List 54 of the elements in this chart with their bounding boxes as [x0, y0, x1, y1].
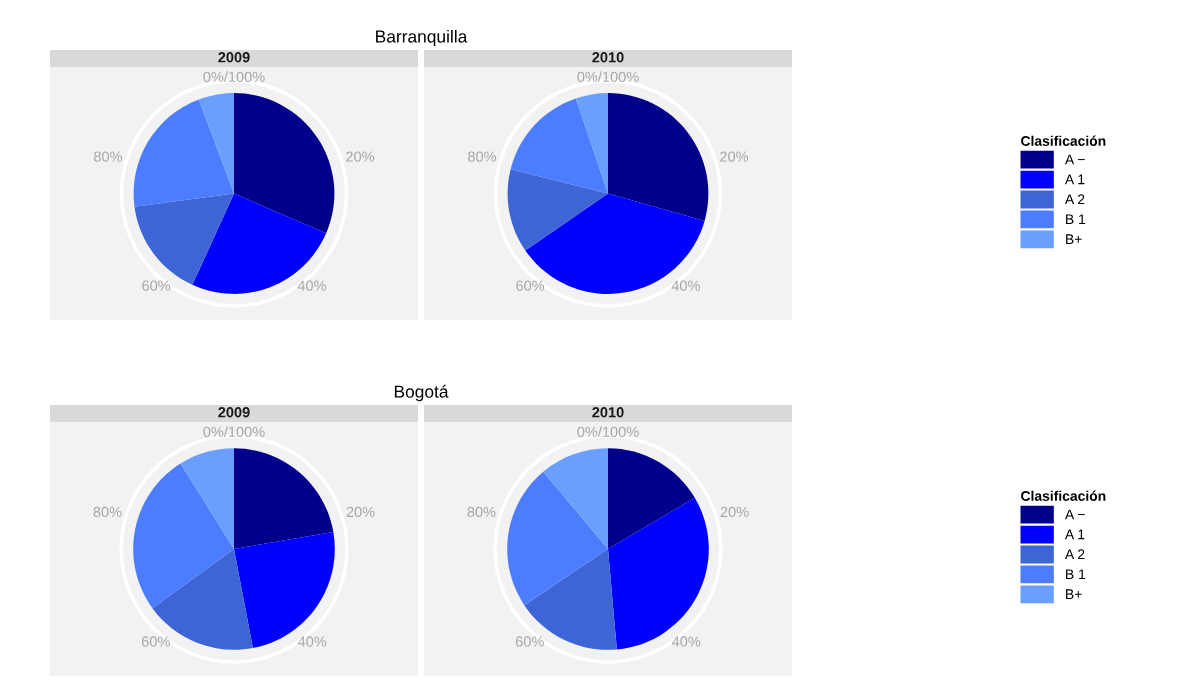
text: 20% — [346, 506, 375, 518]
text: 20% — [720, 151, 749, 162]
text: 0%/100% — [203, 71, 265, 82]
text: Bogotá — [394, 384, 449, 402]
text: 0%/100% — [577, 71, 639, 82]
text: 0%/100% — [577, 426, 639, 437]
pie-slice — [133, 99, 234, 207]
pie-slice — [608, 497, 709, 650]
legend-label: B 1 — [1066, 214, 1086, 224]
pie-slice — [510, 98, 608, 194]
pie-slice — [575, 93, 608, 194]
pie-slice — [192, 193, 327, 294]
legend-label: B 1 — [1066, 569, 1086, 579]
pie-slice — [234, 531, 335, 649]
pie-slice — [543, 448, 608, 549]
legend-label: B+ — [1066, 234, 1082, 244]
text: 40% — [297, 280, 326, 291]
pie-slice — [180, 448, 234, 549]
text: 60% — [515, 636, 544, 647]
pie-slice — [608, 448, 695, 549]
text: 20% — [346, 151, 375, 162]
text: 60% — [142, 280, 171, 291]
pie-slice — [198, 93, 234, 194]
text: 80% — [94, 151, 123, 162]
text: Barranquilla — [376, 29, 468, 47]
text: 80% — [467, 506, 496, 518]
legend-label: A 2 — [1064, 194, 1085, 205]
legend-title: Clasificación — [1021, 135, 1106, 146]
pie-slice — [234, 93, 335, 234]
text: 40% — [297, 636, 327, 647]
chart-subtitle: 2010 — [592, 407, 624, 418]
chart-subtitle: 2010 — [592, 52, 624, 63]
legend-label: A − — [1064, 154, 1085, 165]
pie-slice — [507, 471, 608, 606]
legend-label: A 1 — [1064, 529, 1085, 540]
text: 60% — [141, 636, 170, 647]
pie-slice — [133, 463, 234, 609]
legend-label: B+ — [1066, 589, 1082, 599]
chart-subtitle: 2009 — [218, 407, 250, 418]
legend-title: Clasificación — [1021, 490, 1106, 501]
legend-label: A − — [1064, 509, 1085, 520]
pie-slice — [507, 169, 608, 251]
chart-subtitle: 2009 — [218, 52, 250, 63]
text: 0%/100% — [203, 426, 265, 437]
legend-label: A 1 — [1064, 174, 1085, 185]
text: 40% — [671, 280, 700, 291]
text: 20% — [720, 506, 749, 518]
text: 60% — [516, 280, 545, 291]
text: 40% — [671, 636, 701, 647]
pie-slice — [234, 448, 334, 549]
text: 80% — [468, 151, 497, 162]
legend-label: A 2 — [1064, 549, 1085, 560]
text: 80% — [93, 506, 122, 518]
pie-slice — [608, 93, 709, 221]
